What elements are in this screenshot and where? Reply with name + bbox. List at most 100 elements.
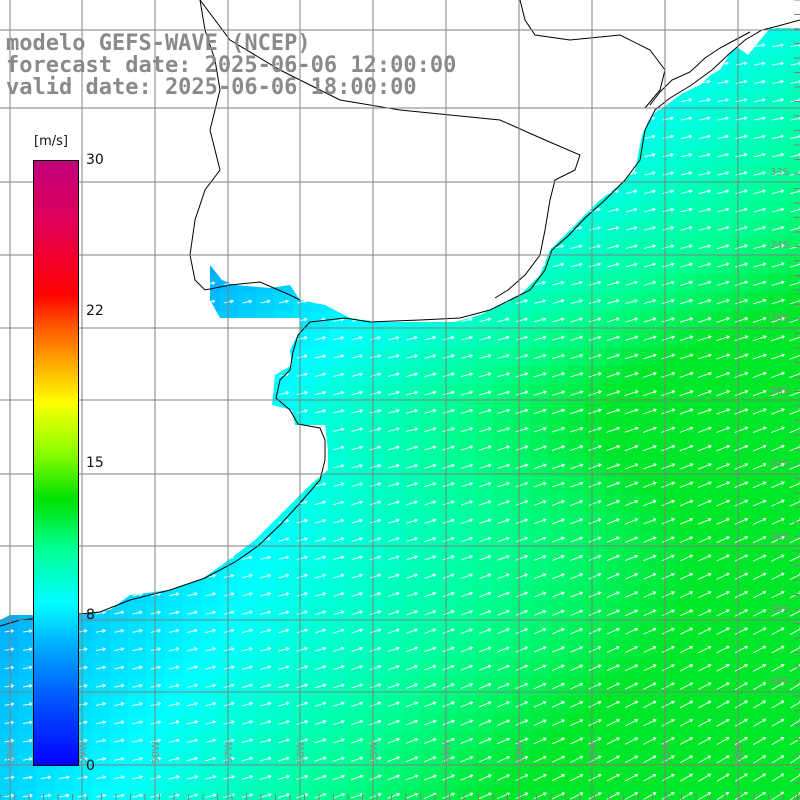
wind-arrow — [716, 572, 730, 580]
wind-arrow — [570, 317, 584, 323]
wind-arrow — [460, 518, 474, 524]
wind-arrow — [716, 390, 731, 397]
wind-arrow — [716, 517, 730, 525]
wind-arrow — [679, 536, 694, 543]
wind-arrow — [643, 262, 657, 268]
wind-arrow — [606, 700, 620, 708]
wind-arrow — [168, 720, 180, 725]
wind-arrow — [734, 755, 748, 764]
wind-arrow — [680, 225, 693, 231]
wind-cell — [201, 786, 221, 800]
wind-arrow — [369, 335, 382, 341]
wind-arrow — [497, 701, 511, 708]
wind-arrow — [168, 756, 180, 762]
wind-arrow — [314, 592, 327, 597]
wind-arrow — [698, 207, 712, 213]
wind-arrow — [515, 299, 528, 304]
wind-arrow — [789, 189, 800, 195]
wind-arrow — [442, 610, 455, 616]
wind-arrow — [772, 134, 785, 139]
wind-arrow — [205, 610, 217, 615]
wind-arrow — [187, 665, 198, 670]
wind-arrow — [606, 518, 620, 525]
wind-arrow — [460, 792, 474, 800]
wind-arrow — [698, 536, 712, 544]
wind-cell — [786, 292, 800, 312]
wind-arrow — [644, 207, 656, 213]
wind-arrow — [205, 592, 217, 597]
wind-arrow — [460, 500, 474, 506]
wind-arrow — [478, 756, 492, 763]
wind-arrow — [754, 61, 766, 66]
wind-arrow — [698, 609, 712, 617]
wind-arrow — [771, 444, 786, 452]
wind-cell — [695, 786, 715, 800]
wind-arrow — [296, 555, 308, 560]
wind-arrow — [497, 518, 510, 524]
wind-arrow — [460, 481, 474, 488]
wind-arrow — [698, 262, 712, 268]
wind-arrow — [168, 738, 180, 743]
wind-arrow — [569, 426, 584, 433]
wind-arrow — [259, 720, 272, 725]
wind-arrow — [387, 518, 400, 524]
wind-arrow — [624, 444, 639, 452]
wind-arrow — [625, 207, 638, 213]
wind-arrow — [241, 756, 254, 762]
wind-arrow — [642, 390, 658, 397]
wind-arrow — [168, 647, 180, 652]
wind-arrow — [387, 390, 400, 396]
wind-arrow — [643, 536, 657, 543]
wind-arrow — [588, 591, 602, 598]
wind-arrow — [405, 792, 419, 799]
wind-arrow — [442, 646, 455, 653]
wind-arrow — [515, 555, 529, 561]
wind-arrow — [278, 738, 290, 744]
wind-arrow — [570, 664, 584, 672]
wind-arrow — [789, 426, 800, 434]
wind-arrow — [515, 682, 529, 690]
wind-arrow — [369, 756, 382, 762]
wind-arrow — [789, 737, 800, 746]
wind-arrow — [132, 647, 143, 652]
wind-arrow — [314, 738, 327, 744]
wind-arrow — [515, 719, 529, 726]
wind-arrow — [624, 792, 639, 800]
wind-arrow — [771, 755, 785, 764]
wind-arrow — [752, 444, 767, 452]
wind-arrow — [150, 628, 162, 633]
wind-arrow — [424, 354, 437, 359]
wind-cell — [786, 530, 800, 550]
wind-arrow — [369, 646, 382, 652]
wind-arrow — [644, 134, 656, 139]
wind-arrow — [497, 682, 510, 690]
wind-arrow — [241, 774, 254, 780]
longitude-label: 50W — [734, 741, 745, 764]
wind-cell — [91, 786, 111, 800]
wind-cell — [786, 732, 800, 751]
wind-arrow — [479, 536, 492, 543]
wind-arrow — [497, 536, 510, 543]
wind-arrow — [241, 720, 254, 725]
wind-arrow — [679, 426, 694, 433]
wind-arrow — [442, 372, 455, 378]
wind-arrow — [460, 463, 474, 469]
wind-arrow — [424, 646, 437, 653]
wind-arrow — [351, 573, 364, 579]
wind-arrow — [716, 244, 730, 250]
wind-arrow — [132, 702, 144, 707]
wind-arrow — [697, 371, 713, 378]
wind-arrow — [643, 226, 657, 231]
wind-arrow — [259, 756, 272, 762]
wind-arrow — [369, 610, 382, 616]
grid-labels: 33S 34S 35S 36S 37S 38S 39S 40S 60W 59W 58W 57W 56W 5… — [6, 167, 789, 764]
wind-arrow — [424, 737, 437, 744]
wind-arrow — [606, 682, 620, 690]
wind-arrow — [296, 390, 308, 396]
wind-arrow — [406, 372, 419, 378]
wind-arrow — [606, 353, 621, 360]
wind-arrow — [588, 755, 602, 764]
wind-arrow — [314, 774, 327, 781]
wind-arrow — [387, 537, 400, 542]
wind-arrow — [260, 573, 272, 579]
